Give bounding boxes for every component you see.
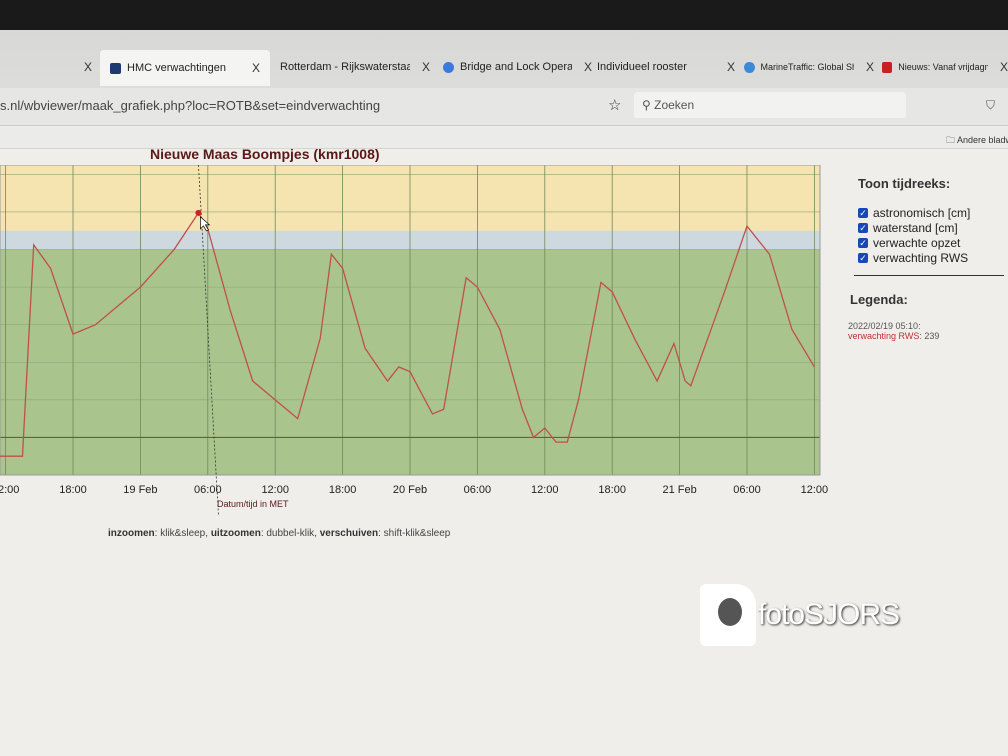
checkbox-label: waterstand [cm]	[873, 220, 958, 235]
close-tab-icon[interactable]: X	[999, 60, 1008, 74]
close-tab-icon[interactable]: X	[865, 60, 874, 74]
x-tick-label: 06:00	[733, 484, 761, 496]
x-tick-label: 12:00	[261, 484, 289, 496]
checkbox-astronomisch[interactable]: ✓ astronomisch [cm]	[858, 205, 1008, 220]
watermark-text: fotoSJORS	[758, 598, 900, 631]
hint-key: inzoomen	[108, 528, 155, 539]
checkbox-verwachte-opzet[interactable]: ✓ verwachte opzet	[858, 235, 1008, 250]
checkbox-checked-icon[interactable]: ✓	[858, 252, 868, 263]
close-tab-icon[interactable]: X	[251, 61, 260, 75]
tab-2[interactable]: Rotterdam - Rijkswaterstaat Wat X	[280, 52, 430, 82]
close-tab-icon[interactable]: X	[584, 60, 593, 74]
close-tab-icon[interactable]: X	[727, 60, 736, 74]
tab-label: HMC verwachtingen	[127, 62, 227, 74]
tab-label: Rotterdam - Rijkswaterstaat Wat	[280, 61, 410, 73]
tide-chart[interactable]: 12:00 18:00 19 Feb 06:00 12:00 18:00 20 Feb 06:…	[0, 165, 830, 525]
mouse-pointer-icon	[200, 216, 211, 232]
legend-time: 2022/02/19 05:10:	[848, 321, 921, 331]
bookmark-star-icon[interactable]: ☆	[608, 97, 622, 114]
series-line-verwachting-rws	[0, 211, 815, 457]
hint-text: : shift-klik&sleep	[378, 528, 451, 539]
divider	[854, 275, 1004, 276]
other-bookmarks-button[interactable]: 🗀 Andere bladwijz	[946, 133, 1008, 149]
checkbox-label: verwachting RWS	[873, 250, 969, 265]
hint-text: : klik&sleep,	[154, 528, 211, 539]
close-tab-icon[interactable]: X	[421, 60, 430, 74]
plot-border	[0, 165, 821, 476]
checkbox-checked-icon[interactable]: ✓	[858, 222, 868, 233]
x-tick-label: 18:00	[329, 484, 357, 496]
x-tick-label: 12:00	[531, 484, 559, 496]
sidebar: Toon tijdreeks: ✓ astronomisch [cm] ✓ wate…	[848, 176, 1008, 341]
search-placeholder: Zoeken	[654, 98, 695, 112]
tab-3[interactable]: Bridge and Lock Operators S X	[443, 52, 593, 82]
x-axis-label: Datum/tijd in MET	[217, 499, 289, 509]
watermark: fotoSJORS	[700, 584, 900, 646]
tab-label: Bridge and Lock Operators S	[460, 61, 572, 73]
bookmarks-bar: 🗀 Andere bladwijz	[0, 127, 1008, 149]
tab-label: Nieuws: Vanaf vrijdagmidda	[898, 62, 988, 72]
x-tick-label: 06:00	[464, 484, 492, 496]
cursor-point	[195, 209, 202, 216]
tab-6[interactable]: Nieuws: Vanaf vrijdagmidda X	[882, 52, 1008, 82]
hint-key: verschuiven	[319, 528, 379, 539]
x-tick-label: 12:00	[801, 484, 829, 496]
checkbox-checked-icon[interactable]: ✓	[858, 207, 868, 218]
hint-text: : dubbel-klik,	[260, 528, 320, 539]
legend-title: Legenda:	[850, 292, 908, 307]
x-tick-label: 18:00	[598, 484, 626, 496]
checkbox-waterstand[interactable]: ✓ waterstand [cm]	[858, 220, 1008, 235]
tab-label: MarineTraffic: Global Ship Tr	[760, 62, 854, 72]
favicon-icon	[744, 61, 755, 73]
other-bookmarks-label: Andere bladwijz	[957, 135, 1008, 145]
folder-icon: 🗀	[946, 135, 958, 145]
checkbox-verwachting-rws[interactable]: ✓ verwachting RWS	[858, 250, 1008, 265]
checkbox-checked-icon[interactable]: ✓	[858, 237, 868, 248]
close-tab-icon[interactable]: X	[83, 60, 92, 74]
chart-title: Nieuwe Maas Boompjes (kmr1008)	[150, 146, 380, 162]
series-toggle-title: Toon tijdreeks:	[858, 176, 951, 191]
tab-4[interactable]: Individueel rooster X	[597, 52, 737, 82]
tab-bar: X HMC verwachtingen X Rotterdam - Rijkswa…	[0, 0, 1008, 88]
pocket-icon[interactable]: ⛉	[986, 98, 996, 112]
legend-value-row: verwachting RWS: 239	[848, 331, 1008, 341]
x-tick-label: 21 Feb	[662, 484, 696, 496]
search-icon: ⚲	[642, 98, 655, 112]
x-tick-label: 19 Feb	[123, 484, 157, 496]
search-input[interactable]: ⚲ Zoeken	[634, 92, 906, 118]
tab-5[interactable]: MarineTraffic: Global Ship Tr X	[744, 52, 874, 82]
watermark-logo	[700, 584, 756, 646]
x-tick-label: 06:00	[194, 484, 222, 496]
hint-key: uitzoomen	[210, 528, 261, 539]
x-tick-label: 18:00	[59, 484, 87, 496]
navigation-bar: s.nl/wbviewer/maak_grafiek.php?loc=ROTB&…	[0, 88, 1008, 126]
favicon-icon	[110, 62, 121, 74]
checkbox-label: verwachte opzet	[873, 235, 961, 250]
tab-label: Individueel rooster	[597, 61, 687, 73]
tab-1[interactable]: HMC verwachtingen X	[100, 50, 270, 86]
checkbox-label: astronomisch [cm]	[873, 205, 971, 220]
x-tick-label: 20 Feb	[393, 484, 427, 496]
cursor-line	[198, 165, 219, 516]
url-input[interactable]: s.nl/wbviewer/maak_grafiek.php?loc=ROTB&…	[0, 98, 381, 113]
favicon-icon	[882, 61, 893, 73]
favicon-icon	[443, 61, 454, 73]
tab-0[interactable]: X	[0, 52, 92, 82]
x-tick-label: 12:00	[0, 484, 19, 496]
legend-series: verwachting RWS	[848, 331, 920, 341]
legend-value: : 239	[919, 331, 940, 341]
chart-instructions: inzoomen: klik&sleep, uitzoomen: dubbel-…	[108, 528, 450, 539]
